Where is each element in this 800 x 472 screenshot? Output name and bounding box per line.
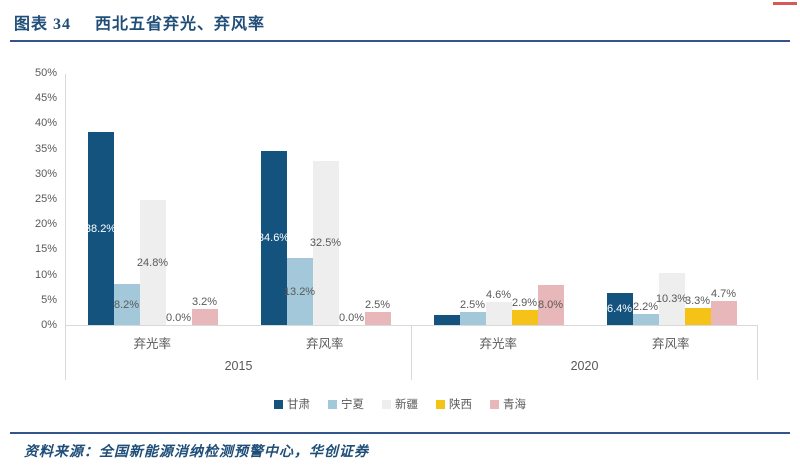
legend-swatch bbox=[382, 399, 391, 409]
y-tick-label: 45% bbox=[34, 92, 57, 105]
year-label: 2020 bbox=[570, 359, 599, 373]
y-tick-label: 30% bbox=[34, 167, 57, 180]
bar-label: 38.2% bbox=[84, 222, 117, 235]
bar-label: 3.3% bbox=[684, 295, 711, 307]
bar: 8.0% bbox=[537, 285, 564, 325]
bar-label: 6.4% bbox=[606, 303, 633, 315]
y-axis: 0% 5% 10% 15% 20% 25% 30% 35% 40% 45% 50% bbox=[26, 67, 65, 331]
bar-label: 13.2% bbox=[283, 285, 316, 298]
bar: 4.7% bbox=[710, 288, 737, 325]
legend-label: 新疆 bbox=[395, 399, 418, 411]
bar: 8.2% bbox=[113, 284, 140, 325]
bar-label: 34.6% bbox=[257, 232, 290, 244]
bar-label: 8.0% bbox=[537, 299, 564, 311]
legend-swatch bbox=[436, 399, 445, 409]
legend-swatch bbox=[328, 399, 337, 409]
y-tick-label: 0% bbox=[41, 319, 57, 331]
bar: 38.2% bbox=[84, 132, 117, 325]
legend-swatch bbox=[490, 399, 499, 409]
bar-label: 2.5% bbox=[459, 299, 486, 311]
bar-group: 6.4% 2.2% 10.3% 3.3% 4.7% bbox=[585, 74, 758, 325]
bar: 2.5% bbox=[459, 299, 486, 325]
legend-swatch bbox=[274, 399, 283, 409]
footer-rule bbox=[10, 432, 790, 434]
metric-label: 弃光率 bbox=[133, 337, 171, 351]
y-tick-label: 40% bbox=[34, 117, 57, 130]
bar: 24.8% bbox=[136, 200, 169, 325]
legend-item: 甘肃 bbox=[274, 396, 310, 412]
legend-item: 陕西 bbox=[436, 396, 472, 412]
bar: 10.3% bbox=[655, 273, 688, 325]
source-line: 资料来源：全国新能源消纳检测预警中心，华创证券 bbox=[24, 445, 369, 460]
y-tick-label: 5% bbox=[41, 293, 57, 306]
year-block: 弃光率 弃风率 2015 bbox=[65, 326, 412, 380]
bar: 2.2% bbox=[632, 301, 659, 325]
year-label: 2015 bbox=[224, 359, 253, 373]
bar-label: 32.5% bbox=[309, 237, 342, 249]
bar-label: 3.2% bbox=[191, 296, 218, 308]
figure-label: 图表 34 bbox=[14, 16, 72, 33]
bar: 6.4% bbox=[606, 293, 633, 325]
title-underline bbox=[10, 40, 790, 42]
bar: 2.5% bbox=[364, 299, 391, 325]
y-tick-label: 10% bbox=[34, 268, 57, 281]
bar: 34.6% bbox=[257, 151, 290, 325]
figure-header: 图表 34 西北五省弃光、弃风率 bbox=[0, 0, 800, 34]
legend-item: 青海 bbox=[490, 396, 526, 412]
bar-label: 2.9% bbox=[511, 297, 538, 309]
y-tick-label: 35% bbox=[34, 142, 57, 155]
bar bbox=[433, 315, 460, 325]
y-tick-label: 15% bbox=[34, 243, 57, 256]
y-tick-label: 50% bbox=[34, 67, 57, 79]
bar-label: 4.6% bbox=[485, 289, 512, 301]
year-block: 弃光率 弃风率 2020 bbox=[412, 326, 758, 380]
bar-label: 8.2% bbox=[113, 298, 140, 311]
legend-label: 甘肃 bbox=[287, 399, 310, 411]
legend-item: 宁夏 bbox=[328, 396, 364, 412]
bar-label: 24.8% bbox=[136, 256, 169, 269]
bar-label: 10.3% bbox=[655, 293, 688, 305]
bar: 3.2% bbox=[191, 296, 218, 325]
bar-label: 2.2% bbox=[632, 301, 659, 313]
legend-label: 宁夏 bbox=[341, 399, 364, 411]
legend-item: 新疆 bbox=[382, 396, 418, 412]
bar: 13.2% bbox=[283, 258, 316, 325]
corner-red-mark bbox=[773, 2, 797, 5]
plot-area: 38.2% 8.2% 24.8% 0.0% 3.2% 34.6% 13.2% 32.5% 0.0… bbox=[65, 74, 758, 326]
bar: 4.6% bbox=[485, 289, 512, 325]
metric-label: 弃风率 bbox=[651, 337, 690, 351]
bar-label: 0.0% bbox=[338, 312, 365, 324]
bar-chart: 0% 5% 10% 15% 20% 25% 30% 35% 40% 45% 50% 38.2% 8.2… bbox=[26, 67, 758, 380]
bar-group: 38.2% 8.2% 24.8% 0.0% 3.2% bbox=[66, 74, 239, 325]
y-tick-label: 20% bbox=[34, 218, 57, 231]
y-tick-label: 25% bbox=[34, 193, 57, 205]
bar: 32.5% bbox=[309, 161, 342, 325]
figure-title: 西北五省弃光、弃风率 bbox=[95, 16, 266, 33]
bar-label: 2.5% bbox=[364, 299, 391, 311]
metric-label: 弃风率 bbox=[305, 337, 344, 351]
bar: 2.9% bbox=[511, 297, 538, 325]
legend: 甘肃 宁夏 新疆 陕西 青海 bbox=[0, 396, 800, 412]
bar: 3.3% bbox=[684, 295, 711, 325]
bar-group: 2.5% 4.6% 2.9% 8.0% bbox=[412, 74, 585, 325]
bar-group: 34.6% 13.2% 32.5% 0.0% 2.5% bbox=[239, 74, 412, 325]
bar-label: 0.0% bbox=[165, 312, 192, 324]
bar-label: 4.7% bbox=[710, 288, 737, 300]
legend-label: 青海 bbox=[503, 399, 526, 411]
metric-label: 弃光率 bbox=[479, 337, 517, 351]
plot-column: 38.2% 8.2% 24.8% 0.0% 3.2% 34.6% 13.2% 32.5% 0.0… bbox=[65, 74, 758, 380]
legend-label: 陕西 bbox=[449, 399, 472, 411]
category-axis: 弃光率 弃风率 2015 弃光率 弃风率 2020 bbox=[65, 326, 758, 380]
